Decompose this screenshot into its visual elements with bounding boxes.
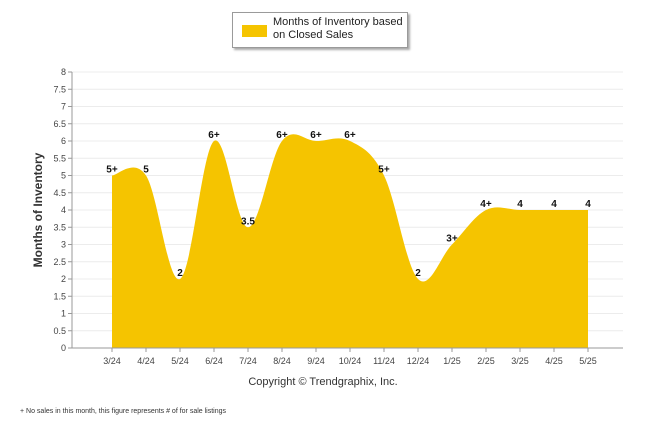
data-label: 3.5 xyxy=(241,216,255,227)
x-tick-label: 2/25 xyxy=(477,356,495,366)
x-tick-label: 3/25 xyxy=(511,356,529,366)
y-tick-label: 2 xyxy=(61,274,66,284)
y-tick-label: 3.5 xyxy=(53,222,66,232)
footnote: + No sales in this month, this figure re… xyxy=(20,408,227,415)
area-series xyxy=(112,134,588,348)
data-label: 6+ xyxy=(310,130,322,141)
data-label: 4+ xyxy=(480,199,492,210)
x-tick-label: 1/25 xyxy=(443,356,461,366)
y-tick-label: 7 xyxy=(61,102,66,112)
x-tick-label: 3/24 xyxy=(103,356,121,366)
y-tick-label: 1 xyxy=(61,309,66,319)
data-label: 4 xyxy=(517,199,523,210)
x-tick-label: 11/24 xyxy=(373,356,395,366)
legend-label: Months of Inventory based on Closed Sale… xyxy=(273,16,403,41)
y-tick-label: 8 xyxy=(61,67,66,77)
y-tick-label: 5 xyxy=(61,171,66,181)
y-tick-label: 6.5 xyxy=(53,119,66,129)
x-tick-label: 12/24 xyxy=(407,356,430,366)
x-tick-label: 9/24 xyxy=(307,356,325,366)
y-axis-ticks: 0 0.5 1 1.5 2 2.5 3 3.5 4 4.5 5 5.5 6 6.5 7 7.5 8 xyxy=(53,67,72,353)
data-label: 5+ xyxy=(378,165,390,176)
x-tick-label: 5/25 xyxy=(579,356,597,366)
data-label: 3+ xyxy=(446,234,458,245)
x-tick-label: 4/24 xyxy=(137,356,155,366)
y-axis-title: Months of Inventory xyxy=(31,152,45,267)
data-label: 2 xyxy=(415,268,421,279)
data-label: 5 xyxy=(143,165,149,176)
data-label: 6+ xyxy=(208,130,220,141)
y-tick-label: 4.5 xyxy=(53,188,66,198)
y-tick-label: 6 xyxy=(61,136,66,146)
x-tick-label: 6/24 xyxy=(205,356,223,366)
x-tick-label: 5/24 xyxy=(171,356,189,366)
data-label: 5+ xyxy=(106,165,118,176)
y-tick-label: 5.5 xyxy=(53,153,66,163)
x-tick-label: 8/24 xyxy=(273,356,291,366)
y-tick-label: 1.5 xyxy=(53,291,66,301)
y-tick-label: 0 xyxy=(61,343,66,353)
data-label: 2 xyxy=(177,268,183,279)
x-tick-label: 10/24 xyxy=(339,356,362,366)
data-label: 6+ xyxy=(276,130,288,141)
data-labels: 5+ 5 2 6+ 3.5 6+ 6+ 6+ 5+ 2 3+ 4+ 4 4 4 xyxy=(106,130,591,279)
y-tick-label: 3 xyxy=(61,240,66,250)
x-tick-label: 4/25 xyxy=(545,356,563,366)
x-tick-label: 7/24 xyxy=(239,356,257,366)
x-axis-ticks: 3/24 4/24 5/24 6/24 7/24 8/24 9/24 10/24 11/24 12… xyxy=(103,348,597,366)
y-tick-label: 2.5 xyxy=(53,257,66,267)
data-label: 6+ xyxy=(344,130,356,141)
y-tick-label: 0.5 xyxy=(53,326,66,336)
y-tick-label: 7.5 xyxy=(53,84,66,94)
legend-swatch xyxy=(242,25,267,37)
data-label: 4 xyxy=(551,199,557,210)
data-label: 4 xyxy=(585,199,591,210)
copyright-text: Copyright © Trendgraphix, Inc. xyxy=(248,376,398,388)
y-tick-label: 4 xyxy=(61,205,66,215)
legend: Months of Inventory based on Closed Sale… xyxy=(232,12,408,48)
area-fill xyxy=(112,134,588,348)
